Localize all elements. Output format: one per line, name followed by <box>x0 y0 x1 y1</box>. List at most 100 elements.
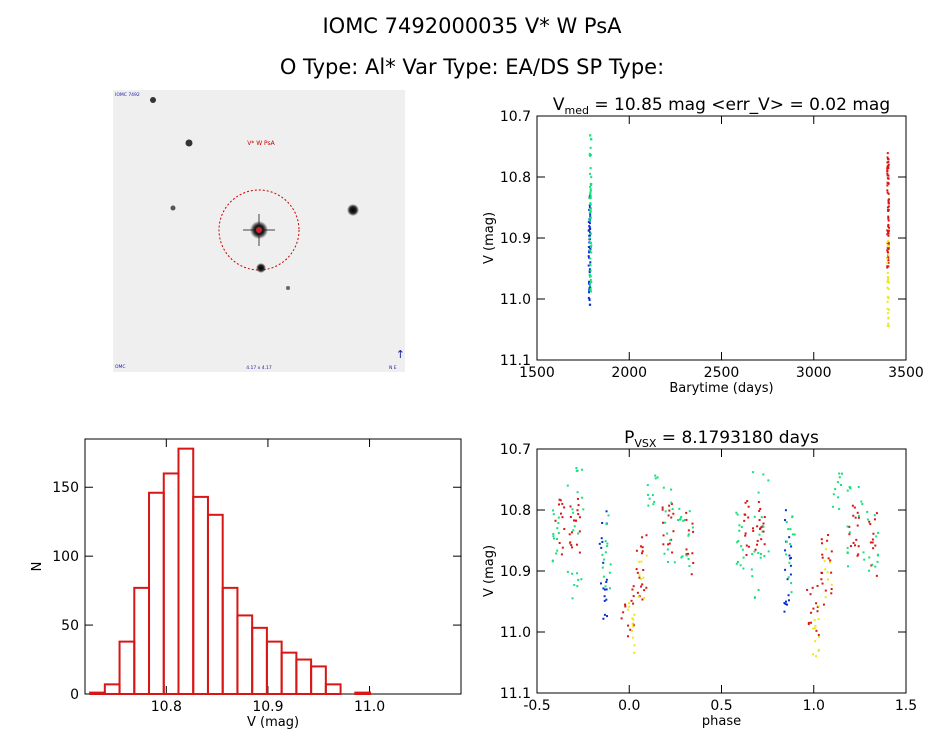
phase-point-green <box>604 551 607 554</box>
lc-point-green <box>589 289 592 292</box>
histogram-bar <box>177 447 195 695</box>
y-tick-label: 50 <box>61 618 79 634</box>
phase-point-red <box>854 544 857 547</box>
phase-point-green <box>552 537 555 540</box>
phase-point-green <box>738 529 741 532</box>
phase-point-red <box>671 551 674 554</box>
phase-point-yellow <box>637 595 640 598</box>
phase-point-red <box>576 509 579 512</box>
phase-point-blue <box>789 556 792 559</box>
phase-point-blue <box>603 613 606 616</box>
phase-point-green <box>832 505 835 508</box>
phase-point-red <box>559 499 562 502</box>
histogram-bar <box>265 640 283 696</box>
phase-point-red <box>829 559 832 562</box>
phase-point-green <box>604 540 607 543</box>
histogram-bar <box>310 665 327 696</box>
phase-point-red <box>570 531 573 534</box>
phase-point-green <box>575 469 578 472</box>
lc-point-green <box>589 197 592 200</box>
lc-point-red <box>887 205 890 208</box>
phase-point-green <box>840 483 843 486</box>
phase-point-yellow <box>814 640 817 643</box>
lc-point-red <box>887 243 890 246</box>
phase-point-red <box>639 545 642 548</box>
phase-point-green <box>752 471 755 474</box>
lc-point-yellow <box>886 271 889 274</box>
lc-point-green <box>589 232 592 235</box>
lc-point-green <box>588 211 591 214</box>
phase-point-red <box>744 532 747 535</box>
phase-point-red <box>809 593 812 596</box>
phase-point-green <box>606 542 609 545</box>
phase-point-red <box>875 512 878 515</box>
phase-point-green <box>602 575 605 578</box>
phase-point-green <box>556 549 559 552</box>
phase-point-red <box>816 584 819 587</box>
phase-point-green <box>834 488 837 491</box>
phase-point-green <box>575 467 578 470</box>
lc-point-green <box>589 167 592 170</box>
lc-point-red <box>886 165 889 168</box>
phase-point-green <box>875 535 878 538</box>
phase-point-green <box>556 527 559 530</box>
phased-chart: -0.5 0.0 0.5 1.0 1.5 10.7 10.8 10.9 11.0 11.1 phas… <box>482 428 917 729</box>
phase-point-red <box>627 624 630 627</box>
phase-point-green <box>656 476 659 479</box>
phase-point-green <box>848 485 851 488</box>
phase-point-red <box>743 519 746 522</box>
phase-point-green <box>557 522 560 525</box>
y-tick-label: 100 <box>52 549 79 565</box>
phase-point-green <box>761 524 764 527</box>
lc-point-red <box>887 199 890 202</box>
phase-point-green <box>556 538 559 541</box>
phase-point-red <box>560 553 563 556</box>
stamp-corner-bc: 4.17 x 4.17 <box>246 365 272 371</box>
lc-point-green <box>589 249 592 252</box>
lc-point-green <box>590 245 593 248</box>
phase-point-red <box>747 516 750 519</box>
phase-point-red <box>856 511 859 514</box>
lc-point-blue <box>588 204 591 207</box>
histogram-bar <box>206 513 224 695</box>
phase-point-red <box>873 518 876 521</box>
field-star <box>286 286 290 290</box>
phase-point-red <box>806 588 809 591</box>
phase-point-green <box>571 597 574 600</box>
phase-point-green <box>552 513 555 516</box>
phase-point-blue <box>784 519 787 522</box>
phase-point-red <box>668 504 671 507</box>
lc-point-blue <box>588 287 591 290</box>
y-axis-label: V (mag) <box>482 545 497 597</box>
phase-point-green <box>685 554 688 557</box>
lc-point-blue <box>588 268 591 271</box>
phase-point-green <box>767 550 770 553</box>
phase-point-red <box>662 534 665 537</box>
phase-point-red <box>685 511 688 514</box>
lc-point-red <box>886 172 889 175</box>
phase-point-red <box>851 504 854 507</box>
phase-point-green <box>857 514 860 517</box>
phase-point-red <box>848 533 851 536</box>
lc-point-yellow <box>887 281 890 284</box>
phase-point-blue <box>788 554 791 557</box>
lc-point-blue <box>587 264 590 267</box>
lc-point-red <box>887 209 890 212</box>
phase-point-green <box>581 496 584 499</box>
y-tick-label: 11.1 <box>500 686 531 702</box>
phase-point-red <box>756 543 759 546</box>
phase-point-red <box>821 582 824 585</box>
lc-point-yellow <box>887 278 890 281</box>
phase-point-red <box>762 522 765 525</box>
phase-point-green <box>608 587 611 590</box>
phase-point-red <box>575 543 578 546</box>
lc-point-blue <box>588 281 591 284</box>
phase-point-yellow <box>626 608 629 611</box>
lc-point-yellow <box>886 261 889 264</box>
phase-point-green <box>876 560 879 563</box>
phase-point-red <box>687 529 690 532</box>
x-tick-label: 2500 <box>704 365 740 381</box>
phase-point-green <box>857 485 860 488</box>
phase-point-red <box>643 589 646 592</box>
lc-point-green <box>588 172 591 175</box>
